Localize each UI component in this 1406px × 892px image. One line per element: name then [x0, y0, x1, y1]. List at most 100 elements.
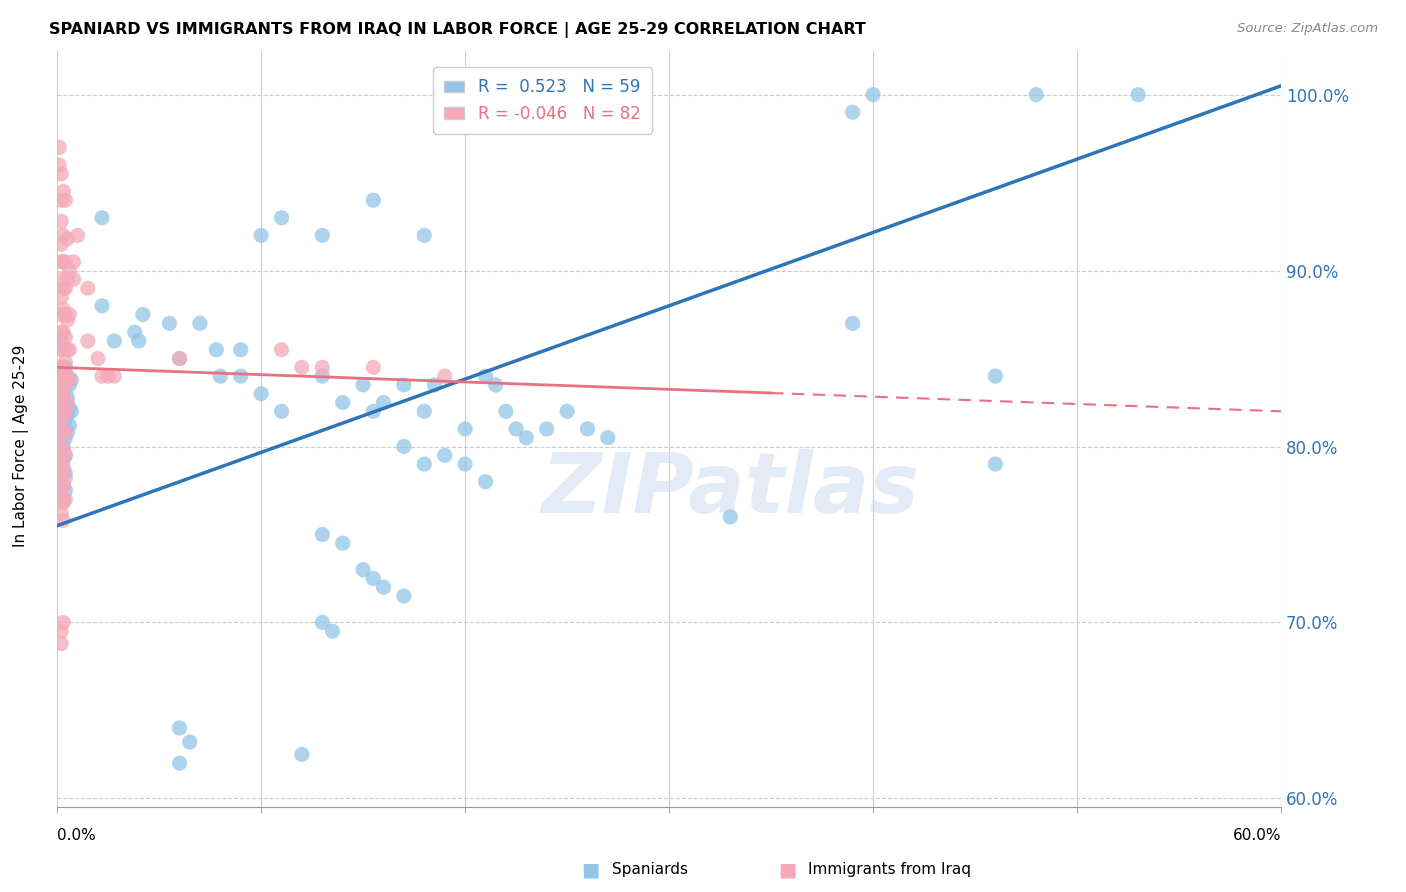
Point: [51, 237, 73, 252]
Point: [66, 228, 89, 243]
Point: [454, 457, 477, 471]
Point: [52, 281, 75, 295]
Legend: R =  0.523   N = 59, R = -0.046   N = 82: R = 0.523 N = 59, R = -0.046 N = 82: [433, 67, 652, 134]
Point: [373, 580, 395, 594]
Point: [53, 360, 76, 375]
Point: [311, 615, 333, 630]
Point: [52, 343, 75, 357]
Point: [862, 87, 884, 102]
Point: [53, 466, 76, 480]
Point: [48, 158, 70, 172]
Point: [53, 404, 76, 418]
Point: [52, 492, 75, 507]
Point: [52, 413, 75, 427]
Point: [179, 735, 201, 749]
Point: [53, 193, 76, 207]
Point: [51, 290, 73, 304]
Point: [76, 334, 98, 348]
Point: [97, 369, 120, 384]
Point: [52, 401, 75, 415]
Point: [1128, 87, 1150, 102]
Point: [718, 509, 741, 524]
Point: [51, 360, 73, 375]
Text: Source: ZipAtlas.com: Source: ZipAtlas.com: [1237, 22, 1378, 36]
Point: [250, 386, 273, 401]
Point: [51, 386, 73, 401]
Point: [51, 413, 73, 427]
Point: [51, 440, 73, 454]
Point: [52, 478, 75, 492]
Point: [51, 373, 73, 387]
Point: [188, 317, 211, 331]
Point: [352, 378, 374, 392]
Point: [169, 351, 191, 366]
Point: [58, 378, 80, 392]
Point: [229, 343, 252, 357]
Point: [53, 281, 76, 295]
Point: [51, 360, 73, 375]
Point: [56, 232, 79, 246]
Point: [51, 492, 73, 507]
Point: [250, 228, 273, 243]
Point: [56, 313, 79, 327]
Point: [51, 214, 73, 228]
Point: [52, 228, 75, 243]
Point: [91, 211, 114, 225]
Point: [229, 369, 252, 384]
Point: [53, 395, 76, 409]
Point: [56, 395, 79, 409]
Point: [52, 185, 75, 199]
Text: ■: ■: [778, 860, 797, 880]
Point: [841, 105, 863, 120]
Point: [58, 308, 80, 322]
Point: [53, 378, 76, 392]
Point: [311, 369, 333, 384]
Text: ■: ■: [581, 860, 600, 880]
Point: [423, 378, 446, 392]
Point: [52, 443, 75, 458]
Point: [52, 478, 75, 492]
Point: [205, 343, 228, 357]
Point: [53, 448, 76, 462]
Point: [52, 408, 75, 422]
Point: [454, 422, 477, 436]
Point: [332, 395, 354, 409]
Point: [52, 496, 75, 510]
Point: [76, 281, 98, 295]
Point: [555, 404, 578, 418]
Point: [60, 373, 83, 387]
Point: [56, 390, 79, 404]
Point: [51, 325, 73, 339]
Point: [53, 254, 76, 268]
Point: [413, 404, 436, 418]
Point: [53, 425, 76, 440]
Point: [58, 373, 80, 387]
Text: 60.0%: 60.0%: [1233, 829, 1281, 843]
Point: [52, 425, 75, 440]
Point: [52, 425, 75, 440]
Point: [52, 302, 75, 317]
Point: [169, 756, 191, 771]
Point: [413, 457, 436, 471]
Text: In Labor Force | Age 25-29: In Labor Force | Age 25-29: [13, 345, 30, 547]
Point: [392, 378, 415, 392]
Point: [51, 334, 73, 348]
Point: [52, 325, 75, 339]
Point: [52, 390, 75, 404]
Point: [51, 343, 73, 357]
Point: [53, 330, 76, 344]
Point: [58, 263, 80, 277]
Point: [103, 369, 125, 384]
Point: [56, 369, 79, 384]
Point: [53, 448, 76, 462]
Point: [51, 624, 73, 639]
Point: [51, 167, 73, 181]
Point: [132, 308, 155, 322]
Point: [56, 272, 79, 286]
Point: [841, 317, 863, 331]
Point: [1025, 87, 1047, 102]
Point: [363, 404, 385, 418]
Point: [291, 360, 314, 375]
Point: [51, 507, 73, 521]
Point: [51, 425, 73, 440]
